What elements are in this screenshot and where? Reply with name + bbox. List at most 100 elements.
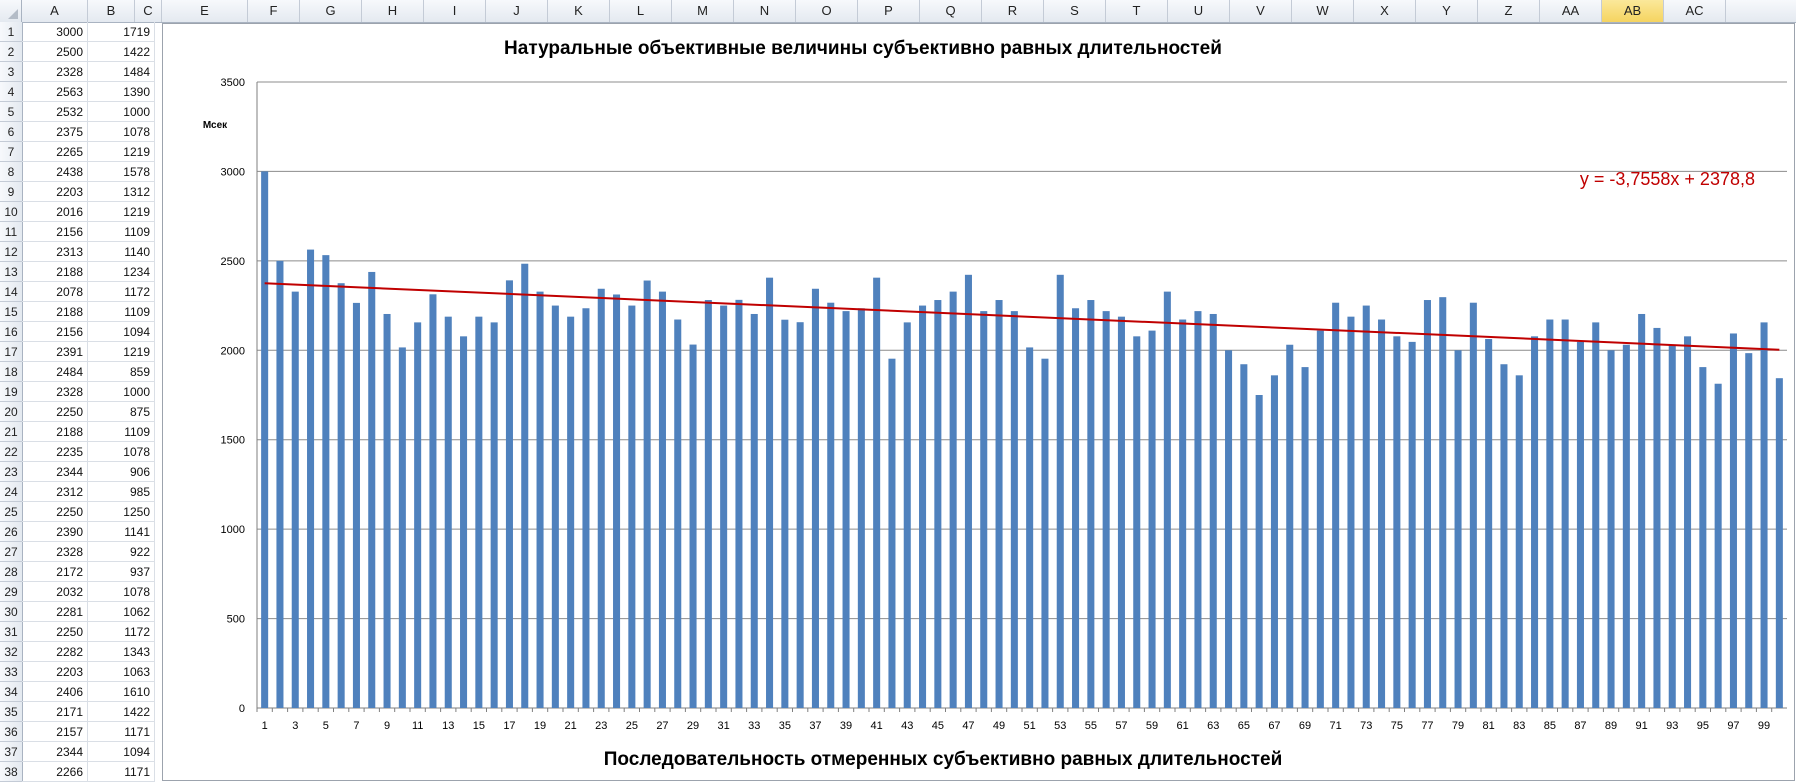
cell-a[interactable]: 2532: [22, 102, 88, 122]
cell-b[interactable]: 1109: [88, 222, 155, 242]
column-header-f[interactable]: F: [248, 0, 300, 22]
cell-a[interactable]: 2344: [22, 742, 88, 762]
select-all-corner[interactable]: [0, 0, 22, 22]
row-header[interactable]: 22: [0, 442, 22, 462]
cell-b[interactable]: 1094: [88, 742, 155, 762]
column-header-w[interactable]: W: [1292, 0, 1354, 22]
cell-b[interactable]: 1140: [88, 242, 155, 262]
row-header[interactable]: 27: [0, 542, 22, 562]
row-header[interactable]: 32: [0, 642, 22, 662]
column-header-j[interactable]: J: [486, 0, 548, 22]
column-header-g[interactable]: G: [300, 0, 362, 22]
cell-a[interactable]: 2203: [22, 662, 88, 682]
column-header-b[interactable]: B: [88, 0, 135, 22]
column-header-r[interactable]: R: [982, 0, 1044, 22]
cell-a[interactable]: 2078: [22, 282, 88, 302]
embedded-chart[interactable]: Натуральные объективные величины субъект…: [162, 23, 1795, 781]
cell-b[interactable]: 1172: [88, 622, 155, 642]
cell-b[interactable]: 1234: [88, 262, 155, 282]
cell-a[interactable]: 2390: [22, 522, 88, 542]
cell-b[interactable]: 1078: [88, 582, 155, 602]
cell-a[interactable]: 2391: [22, 342, 88, 362]
row-header[interactable]: 7: [0, 142, 22, 162]
cell-b[interactable]: 1219: [88, 202, 155, 222]
row-header[interactable]: 19: [0, 382, 22, 402]
cell-a[interactable]: 2312: [22, 482, 88, 502]
column-header-ab[interactable]: AB: [1602, 0, 1664, 22]
cell-a[interactable]: 2313: [22, 242, 88, 262]
cell-a[interactable]: 2484: [22, 362, 88, 382]
column-header-q[interactable]: Q: [920, 0, 982, 22]
cell-b[interactable]: 1171: [88, 722, 155, 742]
cell-a[interactable]: 2156: [22, 322, 88, 342]
row-header[interactable]: 34: [0, 682, 22, 702]
cell-b[interactable]: 1312: [88, 182, 155, 202]
cell-a[interactable]: 2375: [22, 122, 88, 142]
column-header-l[interactable]: L: [610, 0, 672, 22]
cell-a[interactable]: 2156: [22, 222, 88, 242]
column-header-u[interactable]: U: [1168, 0, 1230, 22]
column-header-t[interactable]: T: [1106, 0, 1168, 22]
row-header[interactable]: 9: [0, 182, 22, 202]
column-header-s[interactable]: S: [1044, 0, 1106, 22]
column-header-e[interactable]: E: [162, 0, 248, 22]
cell-b[interactable]: 1062: [88, 602, 155, 622]
cell-b[interactable]: 1094: [88, 322, 155, 342]
cell-b[interactable]: 922: [88, 542, 155, 562]
row-header[interactable]: 13: [0, 262, 22, 282]
cell-b[interactable]: 1109: [88, 302, 155, 322]
cell-a[interactable]: 2016: [22, 202, 88, 222]
column-header-m[interactable]: M: [672, 0, 734, 22]
row-header[interactable]: 26: [0, 522, 22, 542]
cell-b[interactable]: 1343: [88, 642, 155, 662]
cell-a[interactable]: 2282: [22, 642, 88, 662]
cell-a[interactable]: 2328: [22, 542, 88, 562]
row-header[interactable]: 21: [0, 422, 22, 442]
row-header[interactable]: 3: [0, 62, 22, 82]
row-header[interactable]: 16: [0, 322, 22, 342]
row-header[interactable]: 12: [0, 242, 22, 262]
row-header[interactable]: 6: [0, 122, 22, 142]
column-header-y[interactable]: Y: [1416, 0, 1478, 22]
cell-b[interactable]: 1000: [88, 382, 155, 402]
cell-b[interactable]: 1422: [88, 702, 155, 722]
cell-b[interactable]: 1484: [88, 62, 155, 82]
row-header[interactable]: 11: [0, 222, 22, 242]
cell-b[interactable]: 1171: [88, 762, 155, 782]
cell-b[interactable]: 1078: [88, 442, 155, 462]
column-header-o[interactable]: O: [796, 0, 858, 22]
row-header[interactable]: 23: [0, 462, 22, 482]
row-header[interactable]: 4: [0, 82, 22, 102]
column-header-aa[interactable]: AA: [1540, 0, 1602, 22]
cell-b[interactable]: 1109: [88, 422, 155, 442]
cell-a[interactable]: 2406: [22, 682, 88, 702]
cell-b[interactable]: 875: [88, 402, 155, 422]
cell-b[interactable]: 1719: [88, 22, 155, 42]
row-header[interactable]: 30: [0, 602, 22, 622]
cell-b[interactable]: 1078: [88, 122, 155, 142]
cell-a[interactable]: 2328: [22, 382, 88, 402]
cell-a[interactable]: 2188: [22, 302, 88, 322]
row-header[interactable]: 20: [0, 402, 22, 422]
cell-b[interactable]: 937: [88, 562, 155, 582]
cell-a[interactable]: 2438: [22, 162, 88, 182]
row-header[interactable]: 37: [0, 742, 22, 762]
cell-a[interactable]: 2188: [22, 422, 88, 442]
column-header-p[interactable]: P: [858, 0, 920, 22]
cell-a[interactable]: 2344: [22, 462, 88, 482]
row-header[interactable]: 18: [0, 362, 22, 382]
row-header[interactable]: 33: [0, 662, 22, 682]
cell-a[interactable]: 2250: [22, 502, 88, 522]
row-header[interactable]: 15: [0, 302, 22, 322]
cell-b[interactable]: 1219: [88, 342, 155, 362]
cell-b[interactable]: 1578: [88, 162, 155, 182]
cell-b[interactable]: 859: [88, 362, 155, 382]
row-header[interactable]: 24: [0, 482, 22, 502]
cell-a[interactable]: 2563: [22, 82, 88, 102]
column-header-z[interactable]: Z: [1478, 0, 1540, 22]
cell-a[interactable]: 2235: [22, 442, 88, 462]
cell-a[interactable]: 2250: [22, 622, 88, 642]
row-header[interactable]: 36: [0, 722, 22, 742]
column-header-k[interactable]: K: [548, 0, 610, 22]
cell-b[interactable]: 1219: [88, 142, 155, 162]
